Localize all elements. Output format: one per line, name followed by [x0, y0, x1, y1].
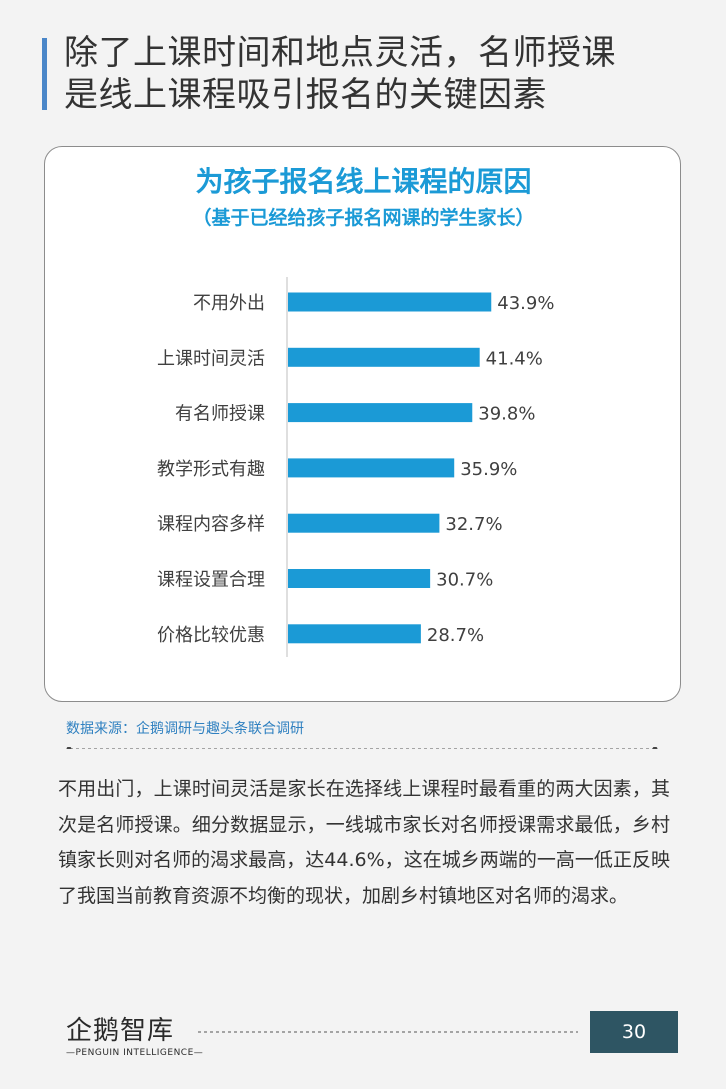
bar: [288, 347, 480, 367]
penguin-logo: 企鹅智库 —PENGUIN INTELLIGENCE—: [64, 1010, 203, 1066]
category-label: 教学形式有趣: [157, 459, 265, 480]
section-divider: [66, 747, 658, 749]
value-label: 43.9%: [497, 293, 554, 314]
data-source: 数据来源：企鹅调研与趣头条联合调研: [66, 721, 304, 737]
logo-text-cn: 企鹅智库: [66, 1016, 175, 1046]
headline-accent-bar: [42, 38, 47, 110]
bar: [288, 569, 431, 588]
category-label: 课程设置合理: [157, 570, 265, 591]
bar: [288, 513, 440, 533]
bar-chart: 不用外出 43.9% 上课时间灵活 41.4% 有名师授课 39.8% 教学形式有趣 35.9…: [157, 277, 554, 657]
bar: [288, 624, 421, 644]
logo-text-en: —PENGUIN INTELLIGENCE—: [66, 1048, 204, 1058]
value-label: 30.7%: [436, 570, 493, 591]
chart-title: 为孩子报名线上课程的原因: [195, 165, 532, 198]
category-label: 不用外出: [193, 293, 265, 314]
page-number: 30: [590, 1011, 678, 1053]
category-label: 课程内容多样: [157, 514, 265, 535]
headline-line-1: 除了上课时间和地点灵活，名师授课: [64, 33, 616, 73]
category-label: 价格比较优惠: [157, 625, 265, 646]
value-label: 28.7%: [427, 625, 484, 646]
body-paragraph: 不用出门，上课时间灵活是家长在选择线上课程时最看重的两大因素，其次是名师授课。细…: [58, 778, 670, 907]
value-label: 41.4%: [486, 348, 543, 369]
category-label: 上课时间灵活: [157, 348, 265, 369]
headline-line-2: 是线上课程吸引报名的关键因素: [64, 75, 547, 115]
category-label: 有名师授课: [175, 404, 265, 425]
chart-subtitle: （基于已经给孩子报名网课的学生家长）: [192, 207, 535, 229]
bar: [288, 292, 492, 312]
value-label: 35.9%: [460, 459, 517, 480]
footer-divider: [198, 1031, 578, 1033]
bar: [288, 403, 473, 423]
value-label: 32.7%: [445, 514, 502, 535]
value-label: 39.8%: [478, 404, 535, 425]
chart-card: 为孩子报名线上课程的原因 （基于已经给孩子报名网课的学生家长） 不用外出 43.9…: [44, 146, 681, 702]
page-headline: 除了上课时间和地点灵活，名师授课 是线上课程吸引报名的关键因素: [64, 32, 704, 116]
bar: [288, 458, 455, 478]
